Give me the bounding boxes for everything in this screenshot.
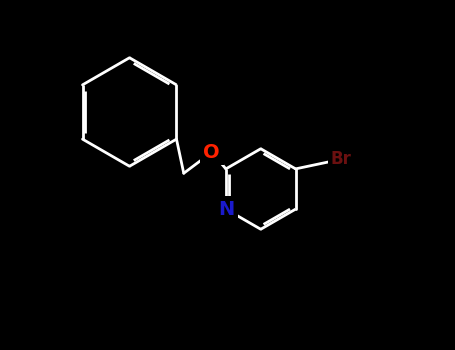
Text: N: N (218, 199, 234, 219)
Text: O: O (203, 143, 220, 162)
Text: Br: Br (331, 150, 352, 168)
